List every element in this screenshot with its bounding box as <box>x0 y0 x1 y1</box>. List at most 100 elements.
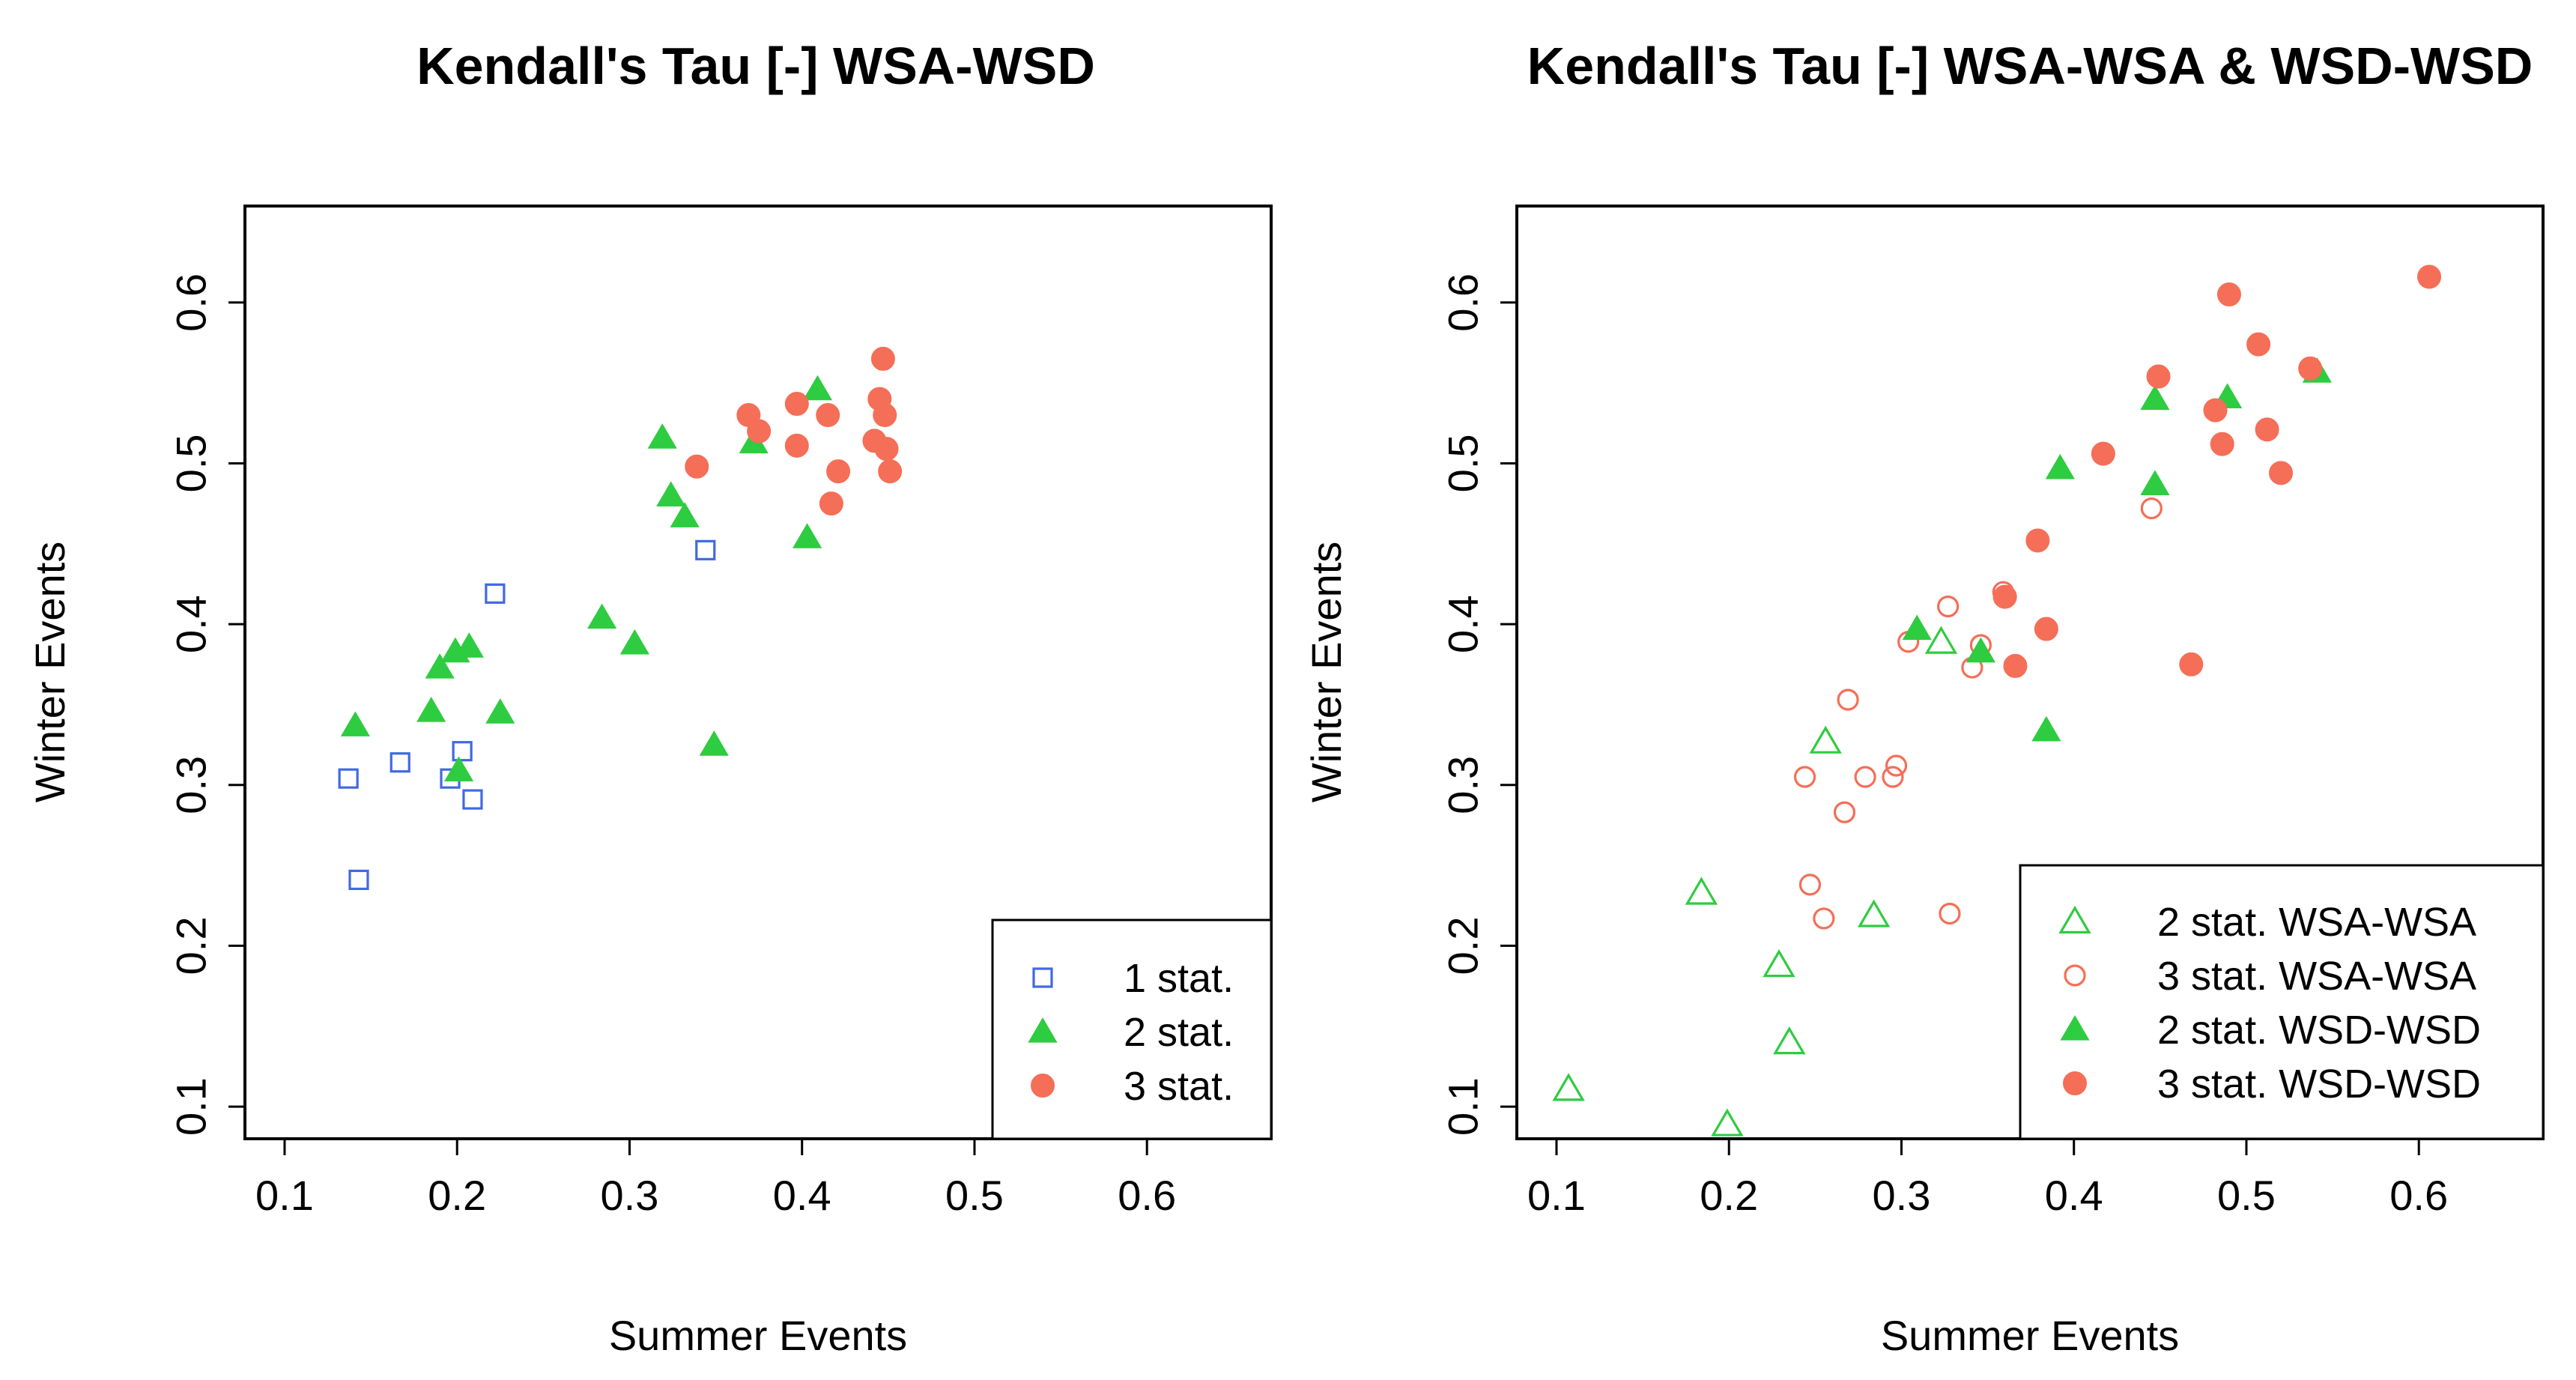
data-point <box>2034 617 2058 641</box>
data-point <box>416 697 446 722</box>
x-tick-label: 0.1 <box>255 1172 314 1219</box>
data-point <box>2140 384 2170 411</box>
data-point <box>2216 282 2241 307</box>
data-point <box>2269 461 2294 485</box>
data-point <box>2146 364 2171 389</box>
data-point <box>873 403 897 428</box>
data-point <box>1685 877 1718 905</box>
y-tick-label: 0.4 <box>168 595 215 653</box>
data-point <box>454 632 484 658</box>
data-point <box>670 502 700 527</box>
data-point <box>2417 264 2442 289</box>
data-point <box>1552 1073 1585 1101</box>
data-point <box>1773 1026 1806 1055</box>
data-point <box>1763 948 1795 978</box>
data-point <box>2246 332 2271 357</box>
x-tick-label: 0.5 <box>2217 1172 2276 1219</box>
legend-marker <box>2064 964 2086 987</box>
data-point <box>2210 432 2234 456</box>
legend-marker <box>2058 905 2091 934</box>
legend-label: 3 stat. <box>1124 1064 1234 1109</box>
y-tick-label: 0.1 <box>168 1077 215 1136</box>
legend-label: 2 stat. WSA-WSA <box>2157 900 2476 945</box>
legend-label: 3 stat. WSA-WSA <box>2157 954 2476 999</box>
data-point <box>2045 453 2075 479</box>
data-point <box>1885 754 1908 777</box>
data-point <box>485 698 515 724</box>
x-tick-label: 0.6 <box>1118 1172 1176 1219</box>
right-panel-title: Kendall's Tau [-] WSA-WSA & WSD-WSD <box>1527 37 2533 95</box>
right-y-axis-label: Winter Events <box>1303 542 1350 803</box>
data-point <box>1966 637 1995 663</box>
data-point <box>793 523 822 548</box>
data-point <box>443 756 474 782</box>
data-point <box>1833 801 1856 823</box>
data-point <box>656 481 686 506</box>
legend-marker <box>2060 1015 2090 1041</box>
data-point <box>462 789 483 810</box>
left-panel-title: Kendall's Tau [-] WSA-WSD <box>416 37 1095 95</box>
data-point <box>870 346 895 371</box>
data-point <box>699 730 729 756</box>
data-point <box>452 741 473 762</box>
data-point <box>1813 907 1835 930</box>
x-tick-label: 0.2 <box>1700 1172 1758 1219</box>
x-tick-label: 0.1 <box>1527 1172 1586 1219</box>
data-point <box>1837 689 1859 711</box>
y-tick-label: 0.3 <box>168 756 215 814</box>
x-tick-label: 0.4 <box>773 1172 831 1219</box>
legend-box <box>991 919 1273 1140</box>
y-tick-label: 0.2 <box>1440 916 1487 975</box>
left-panel: Kendall's Tau [-] WSA-WSD Summer Events … <box>26 37 1273 1359</box>
y-tick-label: 0.6 <box>1440 273 1487 332</box>
legend-marker <box>1028 1017 1058 1043</box>
y-tick-label: 0.2 <box>168 916 215 975</box>
x-tick-label: 0.4 <box>2045 1172 2103 1219</box>
data-point <box>874 437 899 461</box>
legend-marker <box>2063 1071 2087 1095</box>
data-point <box>2203 398 2228 423</box>
y-tick-label: 0.5 <box>168 435 215 493</box>
y-tick-label: 0.6 <box>168 273 215 332</box>
legend-label: 2 stat. WSD-WSD <box>2157 1008 2481 1053</box>
data-point <box>1882 766 1904 788</box>
data-point <box>485 583 506 604</box>
data-point <box>802 375 833 401</box>
data-point <box>1992 584 2017 609</box>
legend-label: 1 stat. <box>1124 956 1234 1001</box>
x-tick-label: 0.3 <box>1873 1172 1931 1219</box>
data-point <box>390 752 410 773</box>
right-x-axis-label: Summer Events <box>1881 1312 2179 1359</box>
data-point <box>747 419 772 444</box>
legend-marker <box>1031 1074 1055 1098</box>
x-tick-label: 0.5 <box>945 1172 1004 1219</box>
data-point <box>878 459 903 484</box>
data-point <box>2003 653 2028 678</box>
legend-label: 3 stat. WSD-WSD <box>2157 1062 2481 1107</box>
data-point <box>587 603 617 629</box>
data-point <box>826 459 851 484</box>
y-tick-label: 0.3 <box>1440 756 1487 814</box>
legend-label: 2 stat. <box>1124 1010 1234 1055</box>
right-panel: Kendall's Tau [-] WSA-WSA & WSD-WSD Summ… <box>1303 37 2545 1359</box>
data-point <box>695 539 716 560</box>
data-point <box>1711 1108 1744 1137</box>
x-tick-label: 0.2 <box>428 1172 486 1219</box>
data-point <box>784 392 809 417</box>
data-point <box>1793 766 1816 788</box>
left-plot-frame <box>243 205 1273 1140</box>
data-point <box>2091 441 2115 466</box>
y-tick-label: 0.4 <box>1440 595 1487 653</box>
data-point <box>2255 417 2279 442</box>
data-point <box>348 869 369 891</box>
data-point <box>338 768 359 789</box>
data-point <box>2140 470 2170 495</box>
data-point <box>647 423 677 449</box>
x-tick-label: 0.3 <box>601 1172 659 1219</box>
data-point <box>2140 497 2163 520</box>
data-point <box>2298 356 2323 381</box>
data-point <box>1857 899 1891 927</box>
legend-box <box>2019 864 2545 1140</box>
x-tick-label: 0.6 <box>2389 1172 2448 1219</box>
